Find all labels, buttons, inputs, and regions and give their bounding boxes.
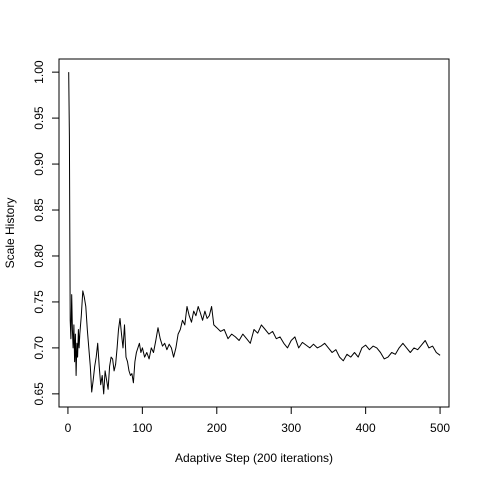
y-tick-label: 0.80 <box>32 244 46 268</box>
y-tick-label: 1.00 <box>32 60 46 84</box>
y-tick-label: 0.95 <box>32 106 46 130</box>
x-tick-label: 200 <box>207 421 227 435</box>
y-axis-title: Scale History <box>3 198 17 269</box>
x-tick-label: 500 <box>430 421 450 435</box>
y-tick-label: 0.90 <box>32 152 46 176</box>
x-tick-label: 400 <box>356 421 376 435</box>
series-group <box>68 72 441 395</box>
x-tick-label: 0 <box>65 421 72 435</box>
x-axis: 0 100 200 300 400 500 <box>65 406 450 435</box>
y-tick-label: 0.65 <box>32 382 46 406</box>
y-tick-label: 0.75 <box>32 290 46 314</box>
x-tick-label: 300 <box>281 421 301 435</box>
y-axis: 0.65 0.70 0.75 0.80 0.85 0.90 0.95 1.00 <box>32 60 60 406</box>
x-axis-title: Adaptive Step (200 iterations) <box>175 451 333 465</box>
y-tick-label: 0.70 <box>32 336 46 360</box>
series-line <box>68 72 441 395</box>
y-tick-label: 0.85 <box>32 198 46 222</box>
x-tick-label: 100 <box>132 421 152 435</box>
